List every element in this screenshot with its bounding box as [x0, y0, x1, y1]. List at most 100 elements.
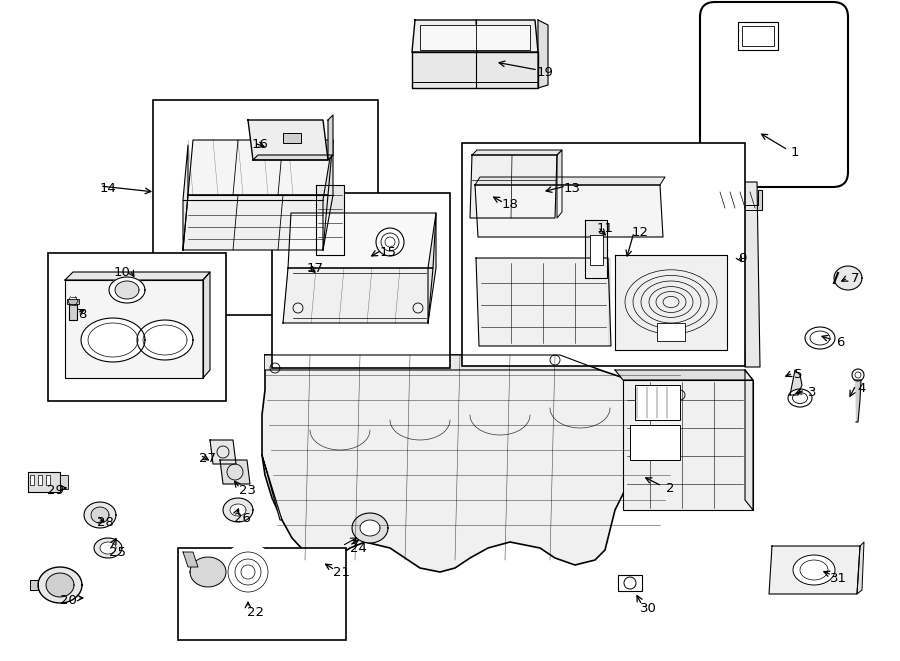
Polygon shape — [220, 460, 250, 484]
Text: 21: 21 — [334, 566, 350, 578]
Text: 16: 16 — [252, 139, 268, 151]
Polygon shape — [183, 145, 188, 250]
Circle shape — [376, 228, 404, 256]
Polygon shape — [475, 177, 665, 185]
Polygon shape — [30, 580, 38, 590]
Polygon shape — [352, 513, 388, 543]
Bar — [283, 133, 301, 143]
Polygon shape — [615, 255, 727, 350]
Text: 17: 17 — [307, 262, 323, 274]
Polygon shape — [210, 440, 236, 464]
Polygon shape — [223, 498, 253, 522]
Polygon shape — [472, 150, 562, 155]
Polygon shape — [109, 277, 145, 303]
Text: 25: 25 — [110, 545, 127, 559]
Bar — [48, 253, 226, 401]
Text: 22: 22 — [247, 605, 264, 619]
Polygon shape — [790, 370, 802, 395]
Text: 13: 13 — [563, 182, 580, 194]
Polygon shape — [855, 380, 861, 422]
Polygon shape — [265, 355, 600, 370]
Polygon shape — [183, 552, 198, 567]
Polygon shape — [230, 504, 246, 516]
Bar — [69, 302, 77, 320]
Circle shape — [220, 544, 276, 600]
Polygon shape — [745, 370, 753, 510]
Bar — [420, 25, 530, 50]
Text: 23: 23 — [239, 483, 256, 496]
Polygon shape — [262, 455, 282, 520]
Bar — [742, 26, 774, 46]
Bar — [635, 385, 680, 420]
Bar — [30, 475, 34, 485]
Bar — [46, 475, 50, 485]
Polygon shape — [323, 140, 333, 250]
Text: 20: 20 — [59, 594, 76, 607]
Polygon shape — [46, 573, 74, 597]
Bar — [462, 143, 745, 366]
Polygon shape — [742, 182, 760, 367]
Polygon shape — [137, 320, 193, 360]
Text: 14: 14 — [100, 182, 116, 194]
Polygon shape — [94, 538, 122, 558]
Bar — [657, 323, 685, 341]
Polygon shape — [623, 380, 753, 510]
Text: 28: 28 — [96, 516, 113, 529]
Polygon shape — [38, 567, 82, 603]
Polygon shape — [590, 235, 603, 265]
Text: 4: 4 — [858, 381, 866, 395]
Polygon shape — [288, 213, 436, 268]
Polygon shape — [28, 472, 60, 492]
Polygon shape — [253, 155, 333, 160]
Text: 31: 31 — [830, 572, 847, 584]
Polygon shape — [857, 542, 864, 594]
Bar — [67, 299, 79, 304]
Text: 19: 19 — [536, 65, 554, 79]
Text: 11: 11 — [597, 221, 614, 235]
Polygon shape — [65, 280, 203, 378]
Polygon shape — [100, 542, 116, 554]
Text: 27: 27 — [200, 451, 217, 465]
Text: 10: 10 — [113, 266, 130, 278]
Ellipse shape — [793, 555, 835, 585]
Polygon shape — [283, 268, 433, 323]
Polygon shape — [557, 150, 562, 218]
Ellipse shape — [788, 389, 812, 407]
Text: 29: 29 — [47, 483, 63, 496]
Polygon shape — [476, 258, 611, 346]
Polygon shape — [84, 502, 116, 528]
Polygon shape — [248, 120, 328, 160]
Polygon shape — [203, 272, 210, 378]
Polygon shape — [81, 318, 145, 362]
Bar — [60, 475, 68, 489]
Text: 3: 3 — [808, 385, 816, 399]
Polygon shape — [769, 546, 860, 594]
Bar — [630, 425, 680, 460]
Polygon shape — [585, 220, 607, 278]
Text: 7: 7 — [850, 272, 860, 284]
Bar — [38, 475, 42, 485]
Text: 24: 24 — [349, 541, 366, 555]
Polygon shape — [188, 140, 333, 195]
Polygon shape — [538, 20, 548, 88]
Polygon shape — [475, 185, 663, 237]
Polygon shape — [470, 155, 557, 218]
Text: 9: 9 — [738, 251, 746, 264]
Circle shape — [852, 369, 864, 381]
FancyBboxPatch shape — [700, 2, 848, 187]
Text: 6: 6 — [836, 336, 844, 348]
Text: 1: 1 — [791, 145, 799, 159]
Polygon shape — [262, 355, 695, 572]
Polygon shape — [328, 115, 333, 160]
Polygon shape — [316, 185, 344, 255]
Bar — [618, 575, 642, 591]
Bar — [272, 193, 450, 368]
Polygon shape — [91, 507, 109, 523]
Text: 5: 5 — [794, 368, 802, 381]
Text: 30: 30 — [640, 602, 656, 615]
Polygon shape — [412, 52, 538, 88]
Text: 8: 8 — [77, 309, 86, 321]
Bar — [178, 548, 346, 640]
Text: 2: 2 — [666, 481, 674, 494]
Text: 15: 15 — [380, 245, 397, 258]
